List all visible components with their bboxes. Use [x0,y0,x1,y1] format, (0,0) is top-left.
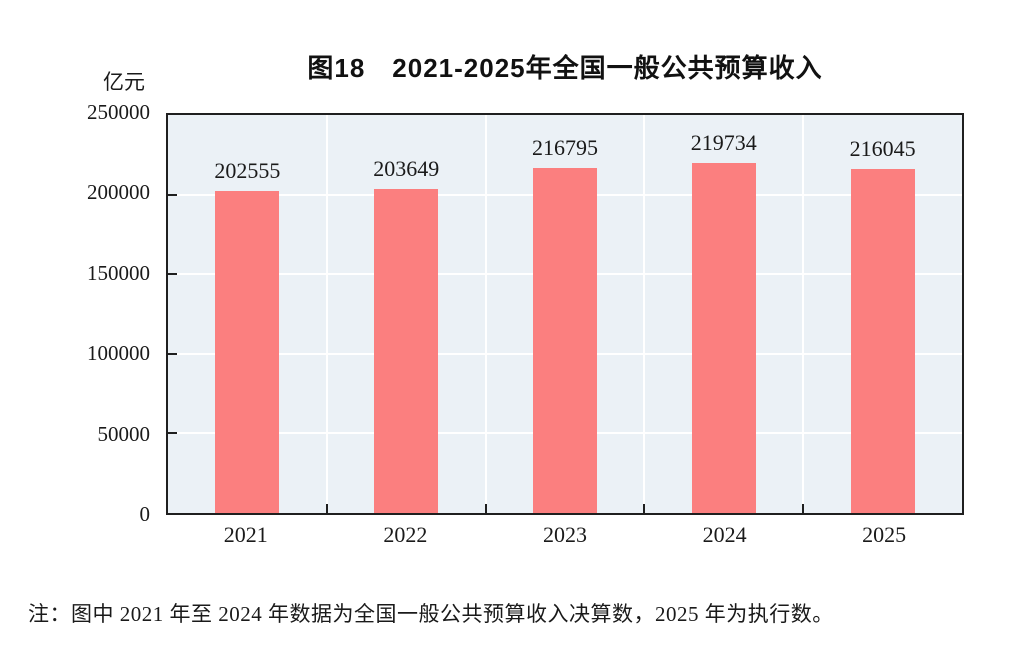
bar [691,163,756,513]
bar [532,167,597,513]
v-gridline [802,115,805,513]
v-gridline [643,115,646,513]
bar-value-label: 203649 [373,155,440,181]
x-tick-label: 2023 [542,522,587,547]
y-tick-label: 100000 [87,341,150,366]
x-axis-tick [802,504,805,513]
y-tick-label: 0 [139,502,151,526]
figure-title: 图18 2021-2025年全国一般公共预算收入 [307,53,823,83]
plot-area: 202555 203649 216795 219734 216045 [166,113,964,515]
x-tick-label: 2024 [702,522,747,547]
bar-group: 219734 [644,115,803,513]
bar-group: 202555 [168,115,327,513]
v-gridline [484,115,487,513]
bar [850,169,915,513]
y-axis-tick [168,352,177,355]
y-axis-tick-labels: 0 50000 100000 150000 200000 250000 [0,100,156,526]
v-gridline [325,115,328,513]
bar-value-label: 216795 [531,134,598,160]
figure-note: 注：图中 2021 年至 2024 年数据为全国一般公共预算收入决算数，2025… [28,602,834,626]
y-tick-label: 150000 [87,260,150,285]
y-axis-unit-label: 亿元 [103,70,145,94]
x-tick-label: 2025 [862,522,907,547]
x-axis-tick [484,504,487,513]
y-axis-tick [168,273,177,276]
x-tick-label: 2021 [223,522,268,547]
x-axis-tick [643,504,646,513]
bar-value-label: 202555 [214,157,281,183]
bar-group: 216795 [486,115,645,513]
x-axis-tick-labels: 2021 2022 2023 2024 2025 [166,522,964,548]
y-tick-label: 200000 [87,180,150,205]
bar [374,188,439,513]
y-tick-label: 250000 [87,100,150,124]
bar-value-label: 219734 [690,130,757,156]
y-axis-tick [168,432,177,435]
y-tick-label: 50000 [97,421,151,446]
bar-group: 203649 [327,115,486,513]
y-axis-tick [168,193,177,196]
bar-series: 202555 203649 216795 219734 216045 [168,115,962,513]
bar [215,190,280,513]
bar-value-label: 216045 [849,136,916,162]
bar-group: 216045 [803,115,962,513]
x-axis-tick [325,504,328,513]
x-tick-label: 2022 [383,522,428,547]
